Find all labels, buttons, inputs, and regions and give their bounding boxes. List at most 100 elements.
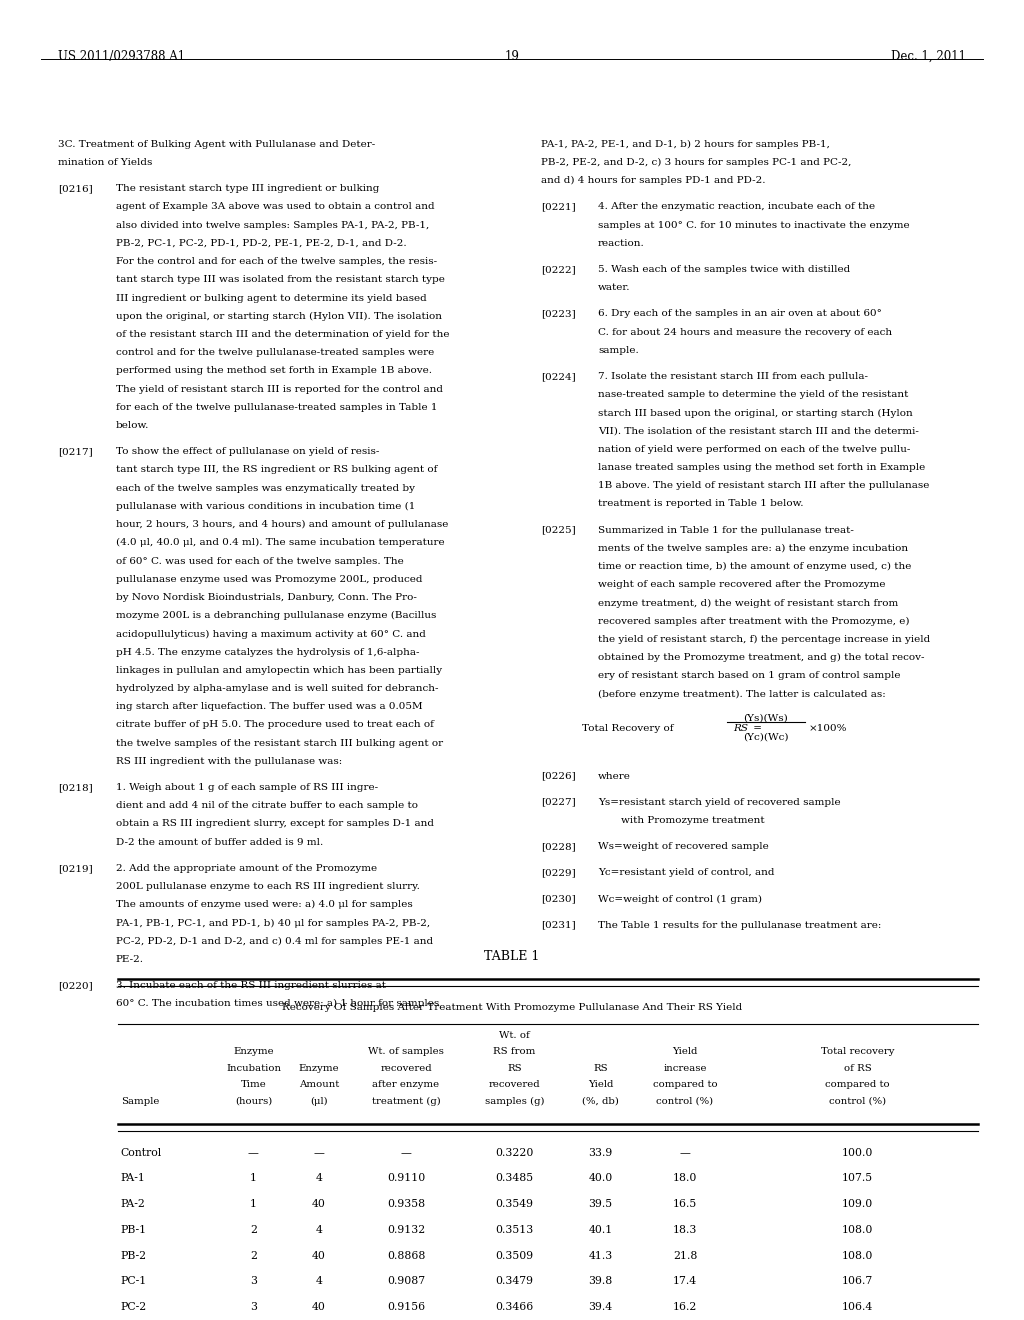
- Text: water.: water.: [598, 284, 631, 292]
- Text: with Promozyme treatment: with Promozyme treatment: [621, 816, 764, 825]
- Text: PB-1: PB-1: [121, 1225, 147, 1236]
- Text: [0220]: [0220]: [58, 981, 93, 990]
- Text: PA-2: PA-2: [121, 1199, 145, 1209]
- Text: The amounts of enzyme used were: a) 4.0 μl for samples: The amounts of enzyme used were: a) 4.0 …: [116, 900, 413, 909]
- Text: The yield of resistant starch III is reported for the control and: The yield of resistant starch III is rep…: [116, 384, 442, 393]
- Text: RS from: RS from: [494, 1048, 536, 1056]
- Text: for each of the twelve pullulanase-treated samples in Table 1: for each of the twelve pullulanase-treat…: [116, 403, 437, 412]
- Text: (%, db): (%, db): [582, 1097, 620, 1106]
- Text: acidopullulyticus) having a maximum activity at 60° C. and: acidopullulyticus) having a maximum acti…: [116, 630, 426, 639]
- Text: agent of Example 3A above was used to obtain a control and: agent of Example 3A above was used to ob…: [116, 202, 434, 211]
- Text: —: —: [248, 1147, 259, 1158]
- Text: compared to: compared to: [825, 1080, 890, 1089]
- Text: RS: RS: [593, 1064, 608, 1073]
- Text: 0.3509: 0.3509: [496, 1251, 534, 1261]
- Text: [0228]: [0228]: [541, 842, 575, 851]
- Text: TABLE 1: TABLE 1: [484, 950, 540, 964]
- Text: obtained by the Promozyme treatment, and g) the total recov-: obtained by the Promozyme treatment, and…: [598, 653, 925, 663]
- Text: US 2011/0293788 A1: US 2011/0293788 A1: [58, 50, 185, 63]
- Text: treatment (g): treatment (g): [372, 1097, 440, 1106]
- Text: Amount: Amount: [299, 1080, 339, 1089]
- Text: upon the original, or starting starch (Hylon VII). The isolation: upon the original, or starting starch (H…: [116, 312, 441, 321]
- Text: [0225]: [0225]: [541, 525, 575, 535]
- Text: PA-1, PA-2, PE-1, and D-1, b) 2 hours for samples PB-1,: PA-1, PA-2, PE-1, and D-1, b) 2 hours fo…: [541, 140, 829, 149]
- Text: [0222]: [0222]: [541, 265, 575, 275]
- Text: 100.0: 100.0: [842, 1147, 873, 1158]
- Text: 1B above. The yield of resistant starch III after the pullulanase: 1B above. The yield of resistant starch …: [598, 482, 930, 490]
- Text: 0.3549: 0.3549: [496, 1199, 534, 1209]
- Text: 39.8: 39.8: [589, 1276, 612, 1287]
- Text: tant starch type III, the RS ingredient or RS bulking agent of: tant starch type III, the RS ingredient …: [116, 466, 437, 474]
- Text: 0.3466: 0.3466: [496, 1302, 534, 1312]
- Text: PA-1: PA-1: [121, 1173, 145, 1184]
- Text: [0218]: [0218]: [58, 783, 93, 792]
- Text: [0227]: [0227]: [541, 797, 575, 807]
- Text: 0.3220: 0.3220: [496, 1147, 534, 1158]
- Text: mozyme 200L is a debranching pullulanase enzyme (Bacillus: mozyme 200L is a debranching pullulanase…: [116, 611, 436, 620]
- Text: weight of each sample recovered after the Promozyme: weight of each sample recovered after th…: [598, 581, 886, 589]
- Text: D-2 the amount of buffer added is 9 ml.: D-2 the amount of buffer added is 9 ml.: [116, 838, 323, 846]
- Text: 0.9087: 0.9087: [387, 1276, 425, 1287]
- Text: Incubation: Incubation: [226, 1064, 281, 1073]
- Text: pullulanase with various conditions in incubation time (1: pullulanase with various conditions in i…: [116, 502, 415, 511]
- Text: Enzyme: Enzyme: [299, 1064, 339, 1073]
- Text: ing starch after liquefaction. The buffer used was a 0.05M: ing starch after liquefaction. The buffe…: [116, 702, 422, 711]
- Text: nation of yield were performed on each of the twelve pullu-: nation of yield were performed on each o…: [598, 445, 910, 454]
- Text: 1: 1: [250, 1173, 257, 1184]
- Text: [0221]: [0221]: [541, 202, 575, 211]
- Text: 2: 2: [250, 1225, 257, 1236]
- Text: RS: RS: [507, 1064, 522, 1073]
- Text: 4: 4: [315, 1173, 323, 1184]
- Text: control (%): control (%): [829, 1097, 886, 1106]
- Text: 109.0: 109.0: [842, 1199, 873, 1209]
- Text: To show the effect of pullulanase on yield of resis-: To show the effect of pullulanase on yie…: [116, 447, 379, 457]
- Text: treatment is reported in Table 1 below.: treatment is reported in Table 1 below.: [598, 499, 804, 508]
- Text: RS: RS: [733, 723, 749, 733]
- Text: Wt. of samples: Wt. of samples: [368, 1048, 444, 1056]
- Text: Yield: Yield: [673, 1048, 697, 1056]
- Text: starch III based upon the original, or starting starch (Hylon: starch III based upon the original, or s…: [598, 408, 912, 417]
- Text: 1. Weigh about 1 g of each sample of RS III ingre-: 1. Weigh about 1 g of each sample of RS …: [116, 783, 378, 792]
- Text: 40: 40: [312, 1302, 326, 1312]
- Text: 2. Add the appropriate amount of the Promozyme: 2. Add the appropriate amount of the Pro…: [116, 863, 377, 873]
- Text: linkages in pullulan and amylopectin which has been partially: linkages in pullulan and amylopectin whi…: [116, 665, 441, 675]
- Text: Yield: Yield: [588, 1080, 613, 1089]
- Text: (Yc)(Wc): (Yc)(Wc): [743, 733, 788, 742]
- Text: Wt. of: Wt. of: [499, 1031, 530, 1040]
- Text: [0230]: [0230]: [541, 895, 575, 903]
- Text: hydrolyzed by alpha-amylase and is well suited for debranch-: hydrolyzed by alpha-amylase and is well …: [116, 684, 438, 693]
- Text: [0229]: [0229]: [541, 869, 575, 878]
- Text: 39.5: 39.5: [589, 1199, 612, 1209]
- Text: VII). The isolation of the resistant starch III and the determi-: VII). The isolation of the resistant sta…: [598, 426, 919, 436]
- Text: of RS: of RS: [844, 1064, 871, 1073]
- Text: 0.9358: 0.9358: [387, 1199, 425, 1209]
- Text: the twelve samples of the resistant starch III bulking agent or: the twelve samples of the resistant star…: [116, 739, 442, 747]
- Text: The Table 1 results for the pullulanase treatment are:: The Table 1 results for the pullulanase …: [598, 920, 882, 929]
- Text: 0.8868: 0.8868: [387, 1251, 425, 1261]
- Text: 21.8: 21.8: [673, 1251, 697, 1261]
- Text: PB-2: PB-2: [121, 1251, 147, 1261]
- Text: 4: 4: [315, 1225, 323, 1236]
- Text: Total recovery: Total recovery: [821, 1048, 894, 1056]
- Text: 16.5: 16.5: [673, 1199, 697, 1209]
- Text: 0.3479: 0.3479: [496, 1276, 534, 1287]
- Text: citrate buffer of pH 5.0. The procedure used to treat each of: citrate buffer of pH 5.0. The procedure …: [116, 721, 433, 730]
- Text: hour, 2 hours, 3 hours, and 4 hours) and amount of pullulanase: hour, 2 hours, 3 hours, and 4 hours) and…: [116, 520, 449, 529]
- Text: The resistant starch type III ingredient or bulking: The resistant starch type III ingredient…: [116, 185, 379, 193]
- Text: —: —: [400, 1147, 412, 1158]
- Text: ×100%: ×100%: [809, 723, 848, 733]
- Text: 108.0: 108.0: [842, 1225, 873, 1236]
- Text: 0.9110: 0.9110: [387, 1173, 425, 1184]
- Text: 18.0: 18.0: [673, 1173, 697, 1184]
- Text: tant starch type III was isolated from the resistant starch type: tant starch type III was isolated from t…: [116, 276, 444, 284]
- Text: 3C. Treatment of Bulking Agent with Pullulanase and Deter-: 3C. Treatment of Bulking Agent with Pull…: [58, 140, 376, 149]
- Text: Yc=resistant yield of control, and: Yc=resistant yield of control, and: [598, 869, 774, 878]
- Text: where: where: [598, 772, 631, 780]
- Text: RS III ingredient with the pullulanase was:: RS III ingredient with the pullulanase w…: [116, 756, 342, 766]
- Text: mination of Yields: mination of Yields: [58, 158, 153, 168]
- Text: [0217]: [0217]: [58, 447, 93, 457]
- Text: 0.9156: 0.9156: [387, 1302, 425, 1312]
- Text: compared to: compared to: [652, 1080, 718, 1089]
- Text: 40: 40: [312, 1251, 326, 1261]
- Text: Enzyme: Enzyme: [233, 1048, 273, 1056]
